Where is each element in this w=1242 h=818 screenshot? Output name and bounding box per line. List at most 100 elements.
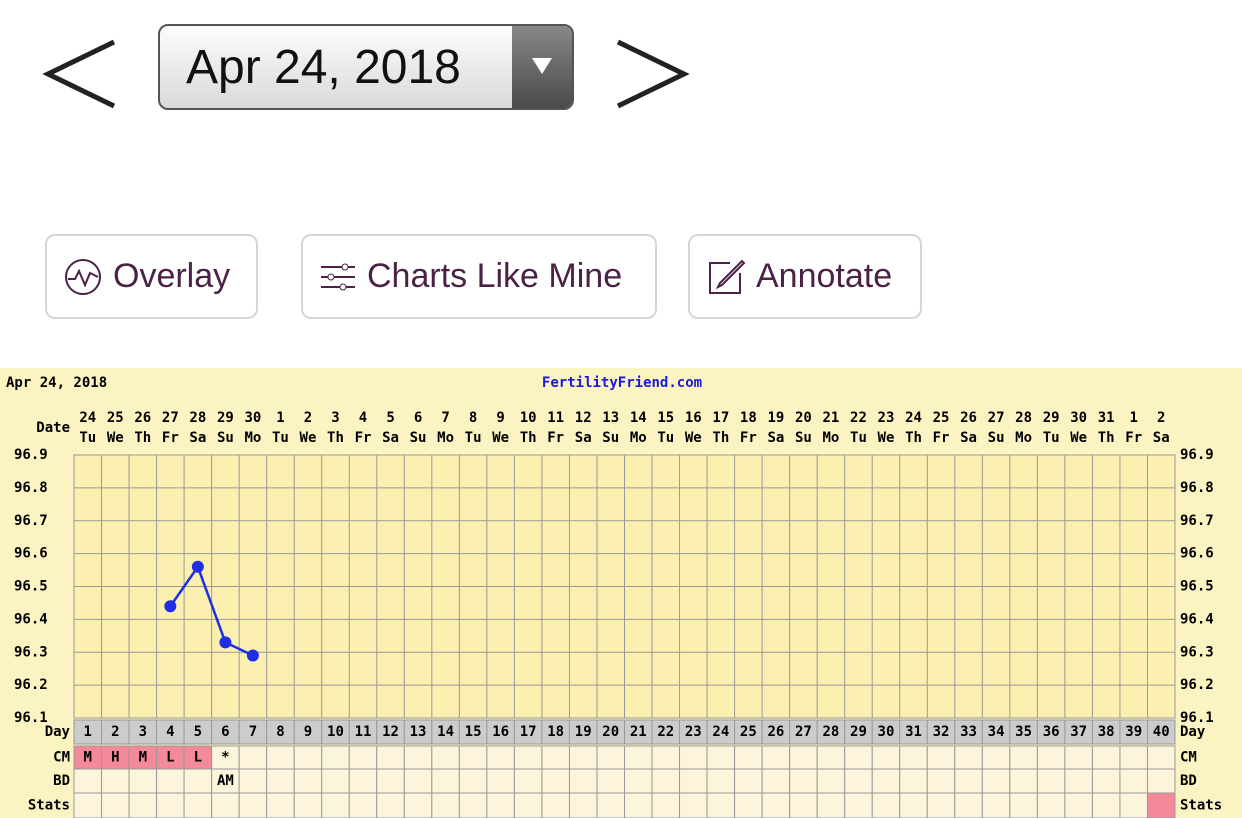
day-text: 15 bbox=[465, 724, 482, 740]
day-cell bbox=[844, 719, 873, 745]
dropdown-button[interactable] bbox=[512, 26, 572, 108]
y-tick-label: 96.5 bbox=[14, 579, 48, 595]
stats-cell bbox=[238, 792, 268, 818]
date-label: 16 bbox=[685, 410, 702, 426]
stats-cell bbox=[734, 792, 763, 818]
stats-cell bbox=[651, 792, 681, 818]
day-cell bbox=[403, 719, 433, 745]
day-text: 4 bbox=[166, 724, 174, 740]
date-label: 4 bbox=[359, 410, 367, 426]
day-cell bbox=[183, 719, 213, 745]
bd-cell bbox=[431, 768, 460, 794]
day-text: 6 bbox=[221, 724, 229, 740]
y-tick-label: 96.1 bbox=[1180, 710, 1214, 726]
bd-cell bbox=[541, 768, 570, 794]
day-cell bbox=[871, 719, 901, 745]
date-picker[interactable]: Apr 24, 2018 bbox=[158, 24, 574, 110]
cm-cell bbox=[266, 745, 295, 770]
stats-cell bbox=[211, 792, 240, 818]
stats-cell bbox=[596, 792, 625, 818]
next-arrow[interactable] bbox=[614, 38, 690, 110]
annotate-button[interactable]: Annotate bbox=[688, 234, 922, 319]
bd-cell bbox=[101, 768, 130, 794]
bd-cell bbox=[1091, 768, 1121, 794]
date-label: 13 bbox=[602, 410, 619, 426]
stats-cell bbox=[568, 792, 598, 818]
cm-text: L bbox=[194, 750, 202, 766]
date-label: 14 bbox=[630, 410, 647, 426]
date-label: 3 bbox=[331, 410, 339, 426]
weekday-label: Sa bbox=[1153, 430, 1170, 446]
charts-like-mine-button[interactable]: Charts Like Mine bbox=[301, 234, 657, 319]
stats-cell bbox=[899, 792, 928, 818]
day-text: 34 bbox=[988, 724, 1005, 740]
temperature-chart: Apr 24, 2018 FertilityFriend.com Date 96… bbox=[0, 368, 1242, 818]
filter-icon bbox=[321, 263, 355, 290]
weekday-label: Th bbox=[134, 430, 151, 446]
day-cell bbox=[266, 719, 295, 745]
cm-cell bbox=[596, 745, 625, 770]
bd-cell bbox=[293, 768, 323, 794]
day-text: 38 bbox=[1098, 724, 1115, 740]
bd-cell bbox=[679, 768, 708, 794]
date-label: 2 bbox=[1157, 410, 1165, 426]
cm-cell bbox=[321, 745, 350, 770]
y-tick-label: 96.9 bbox=[14, 447, 48, 463]
weekday-label: We bbox=[1070, 430, 1087, 446]
day-text: 12 bbox=[382, 724, 399, 740]
bd-cell bbox=[761, 768, 791, 794]
overlay-button[interactable]: Overlay bbox=[45, 234, 258, 319]
day-cell bbox=[513, 719, 543, 745]
day-text: 40 bbox=[1153, 724, 1170, 740]
bd-cell bbox=[1146, 768, 1176, 794]
bd-text: AM bbox=[217, 773, 234, 789]
y-tick-label: 96.8 bbox=[14, 480, 48, 496]
prev-arrow[interactable] bbox=[42, 38, 118, 110]
cm-text: L bbox=[166, 750, 174, 766]
bd-cell bbox=[1009, 768, 1038, 794]
weekday-label: We bbox=[878, 430, 895, 446]
y-tick-label: 96.4 bbox=[1180, 611, 1214, 627]
cm-cell bbox=[844, 745, 873, 770]
date-label: 30 bbox=[1070, 410, 1087, 426]
stats-cell bbox=[679, 792, 708, 818]
date-label: 10 bbox=[520, 410, 537, 426]
cm-cell bbox=[1009, 745, 1038, 770]
stats-cell bbox=[458, 792, 488, 818]
date-label: 17 bbox=[712, 410, 729, 426]
cm-cell bbox=[899, 745, 928, 770]
stats-cell bbox=[293, 792, 323, 818]
day-text: 24 bbox=[712, 724, 729, 740]
day-cell bbox=[486, 719, 515, 745]
bd-cell bbox=[926, 768, 956, 794]
bd-cell bbox=[321, 768, 350, 794]
cm-cell bbox=[1064, 745, 1093, 770]
stats-cell bbox=[156, 792, 185, 818]
cm-cell bbox=[816, 745, 846, 770]
weekday-label: Sa bbox=[767, 430, 784, 446]
stats-cell bbox=[128, 792, 158, 818]
day-text: 16 bbox=[492, 724, 509, 740]
cm-cell bbox=[293, 745, 323, 770]
date-label: 28 bbox=[189, 410, 206, 426]
weekday-label: Su bbox=[602, 430, 619, 446]
date-label: 25 bbox=[107, 410, 124, 426]
cm-text: M bbox=[84, 750, 92, 766]
cm-cell bbox=[761, 745, 791, 770]
stats-cell bbox=[1064, 792, 1093, 818]
date-label: 18 bbox=[740, 410, 757, 426]
day-text: 2 bbox=[111, 724, 119, 740]
date-label: 23 bbox=[878, 410, 895, 426]
cm-text: * bbox=[221, 750, 229, 766]
date-label: 21 bbox=[823, 410, 840, 426]
day-cell bbox=[734, 719, 763, 745]
date-label: 9 bbox=[496, 410, 504, 426]
day-cell bbox=[156, 719, 185, 745]
day-cell bbox=[789, 719, 818, 745]
stats-cell bbox=[183, 792, 213, 818]
cm-text: M bbox=[139, 750, 147, 766]
row-label: BD bbox=[1180, 773, 1197, 789]
stats-cell bbox=[1146, 792, 1176, 818]
day-text: 27 bbox=[795, 724, 812, 740]
row-label: Day bbox=[45, 724, 71, 740]
